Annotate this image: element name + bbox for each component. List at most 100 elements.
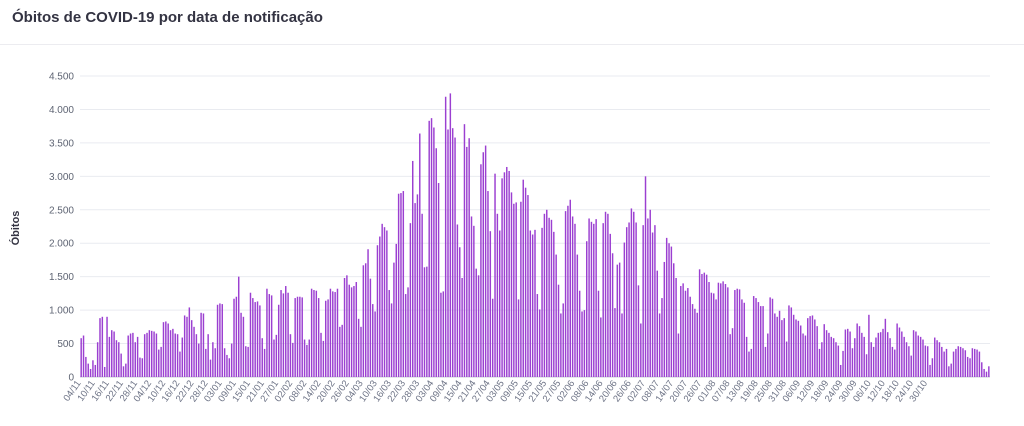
bar[interactable] (734, 290, 736, 377)
bar[interactable] (835, 342, 837, 377)
bar[interactable] (285, 286, 287, 377)
bar[interactable] (886, 332, 889, 377)
bar[interactable] (677, 333, 680, 377)
bar[interactable] (936, 340, 938, 377)
bar[interactable] (183, 315, 186, 377)
bar[interactable] (743, 302, 746, 377)
bar[interactable] (649, 209, 651, 377)
bar[interactable] (531, 234, 534, 377)
bar[interactable] (346, 275, 348, 377)
bar[interactable] (480, 164, 482, 377)
bar[interactable] (306, 344, 308, 377)
bar[interactable] (896, 323, 898, 377)
bar[interactable] (698, 269, 701, 377)
bar[interactable] (901, 331, 903, 377)
bar[interactable] (447, 129, 449, 377)
bar[interactable] (343, 278, 346, 377)
bar[interactable] (273, 339, 275, 377)
bar[interactable] (115, 340, 118, 377)
bar[interactable] (259, 305, 261, 377)
bar[interactable] (202, 313, 205, 377)
bar[interactable] (665, 237, 668, 377)
bar[interactable] (134, 342, 136, 377)
bar[interactable] (687, 288, 689, 377)
bar[interactable] (195, 334, 198, 377)
bar[interactable] (362, 265, 365, 377)
bar[interactable] (931, 358, 934, 377)
bar[interactable] (560, 313, 562, 377)
bar[interactable] (809, 316, 811, 377)
bar[interactable] (397, 193, 400, 377)
bar[interactable] (799, 325, 802, 378)
bar[interactable] (247, 346, 249, 377)
bar[interactable] (230, 343, 233, 377)
bar[interactable] (289, 334, 292, 377)
bar[interactable] (614, 308, 616, 377)
bar[interactable] (825, 330, 828, 377)
bar[interactable] (207, 334, 209, 377)
bar[interactable] (414, 203, 416, 377)
bar[interactable] (797, 320, 800, 377)
bar[interactable] (454, 137, 456, 377)
bar[interactable] (710, 292, 713, 377)
bar[interactable] (856, 323, 858, 377)
bar[interactable] (684, 290, 687, 377)
bar[interactable] (240, 312, 242, 377)
bar[interactable] (938, 342, 941, 377)
bar[interactable] (543, 213, 546, 377)
bar[interactable] (550, 219, 553, 377)
bar[interactable] (89, 368, 92, 377)
bar[interactable] (468, 138, 470, 377)
bar[interactable] (555, 254, 557, 377)
bar[interactable] (242, 316, 245, 377)
bar[interactable] (969, 358, 971, 377)
bar[interactable] (193, 326, 195, 377)
bar[interactable] (898, 327, 901, 378)
bar[interactable] (919, 336, 922, 377)
bar[interactable] (635, 222, 637, 377)
bar[interactable] (501, 178, 503, 377)
bar[interactable] (574, 223, 576, 377)
bar[interactable] (209, 359, 212, 377)
bar[interactable] (658, 313, 661, 377)
bar[interactable] (461, 278, 463, 377)
bar[interactable] (529, 230, 532, 377)
bar[interactable] (494, 173, 496, 377)
bar[interactable] (296, 296, 299, 377)
bar[interactable] (188, 307, 191, 377)
bar[interactable] (353, 286, 355, 377)
bar[interactable] (404, 294, 407, 377)
bar[interactable] (524, 187, 527, 377)
bar[interactable] (588, 218, 590, 377)
bar[interactable] (489, 231, 492, 377)
bar[interactable] (877, 332, 880, 377)
bar[interactable] (623, 242, 626, 377)
bar[interactable] (513, 203, 515, 377)
bar[interactable] (917, 335, 920, 377)
bar[interactable] (578, 290, 581, 377)
bar[interactable] (228, 358, 231, 377)
bar[interactable] (433, 127, 435, 378)
bar[interactable] (174, 333, 176, 377)
bar[interactable] (785, 341, 788, 377)
bar[interactable] (219, 303, 221, 377)
bar[interactable] (705, 274, 708, 377)
bar[interactable] (400, 193, 402, 377)
bar[interactable] (804, 335, 807, 377)
bar[interactable] (818, 348, 821, 377)
bar[interactable] (473, 225, 475, 377)
bar[interactable] (814, 319, 816, 377)
bar[interactable] (139, 357, 141, 377)
bar[interactable] (696, 312, 698, 377)
bar[interactable] (383, 227, 386, 377)
bar[interactable] (92, 360, 94, 377)
bar[interactable] (491, 298, 494, 377)
bar[interactable] (527, 195, 529, 377)
bar[interactable] (310, 288, 313, 377)
bar[interactable] (644, 176, 647, 377)
bar[interactable] (802, 333, 804, 377)
bar[interactable] (503, 172, 506, 377)
bar[interactable] (341, 324, 343, 377)
bar[interactable] (675, 278, 677, 377)
bar[interactable] (908, 346, 910, 377)
